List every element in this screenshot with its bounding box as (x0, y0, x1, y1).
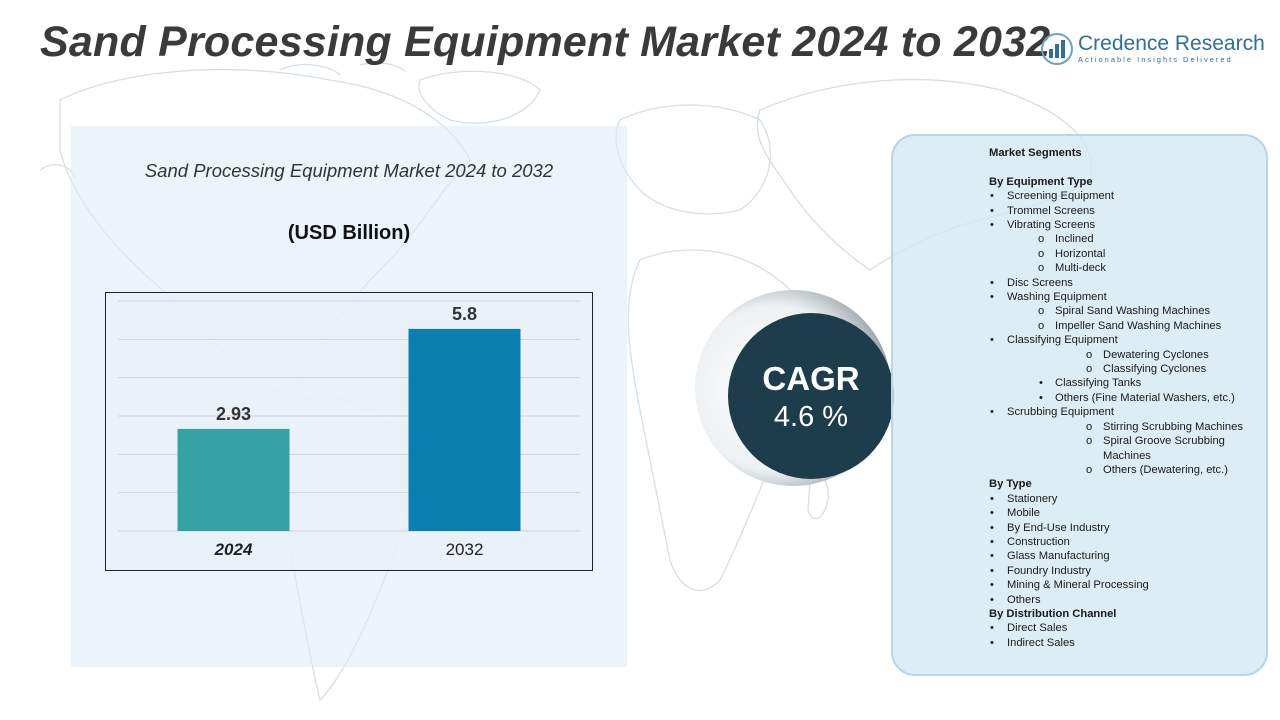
bar-value-label-2024: 2.93 (216, 404, 251, 424)
cagr-label: CAGR (762, 360, 860, 397)
segment-item: Stationery (989, 492, 1269, 507)
segment-item: Others (989, 593, 1269, 608)
bar-chart-frame: 2.93 2024 5.8 2032 (105, 292, 593, 571)
segment-item: Inclined (989, 232, 1269, 247)
segment-item: Stirring Scrubbing Machines (989, 420, 1269, 435)
segment-item: Mining & Mineral Processing (989, 578, 1269, 593)
bar-value-label-2032: 5.8 (452, 304, 477, 324)
market-segments-list: Market Segments By Equipment TypeScreeni… (989, 146, 1269, 651)
x-tick-label-2032: 2032 (446, 540, 484, 559)
cagr-value: 4.6 % (773, 401, 849, 433)
chart-title: Sand Processing Equipment Market 2024 to… (144, 160, 554, 181)
segment-item: Horizontal (989, 247, 1269, 262)
segment-item: Disc Screens (989, 276, 1269, 291)
x-tick-label-2024: 2024 (214, 540, 253, 559)
segment-item: Others (Dewatering, etc.) (989, 463, 1269, 478)
segment-item: Classifying Equipment (989, 333, 1269, 348)
map-europe (615, 104, 772, 215)
bar-2032 (408, 328, 521, 531)
bar-2024 (177, 428, 290, 531)
segment-item: Scrubbing Equipment (989, 405, 1269, 420)
segment-item: Dewatering Cyclones (989, 348, 1269, 363)
segment-heading: By Equipment Type (989, 175, 1093, 188)
page-title: Sand Processing Equipment Market 2024 to… (40, 18, 1051, 66)
segment-item: Indirect Sales (989, 636, 1269, 651)
segment-item: Screening Equipment (989, 189, 1269, 204)
credence-research-logo: Credence Research Actionable Insights De… (1040, 32, 1270, 68)
segment-item: Impeller Sand Washing Machines (989, 319, 1269, 334)
chart-panel: Sand Processing Equipment Market 2024 to… (71, 126, 627, 667)
chart-unit-label: (USD Billion) (287, 222, 411, 244)
market-segments-title: Market Segments (989, 147, 1082, 159)
map-africa (627, 249, 802, 591)
segment-item: By End-Use Industry (989, 521, 1269, 536)
segment-item: Washing Equipment (989, 290, 1269, 305)
segment-item: Direct Sales (989, 621, 1269, 636)
map-greenland (418, 70, 541, 124)
segment-item: Others (Fine Material Washers, etc.) (989, 391, 1269, 406)
logo-name: Credence Research (1078, 32, 1265, 55)
segment-item: Multi-deck (989, 261, 1269, 276)
segment-item: Classifying Cyclones (989, 362, 1269, 377)
logo-tagline: Actionable Insights Delivered (1078, 55, 1233, 64)
segment-item: Glass Manufacturing (989, 549, 1269, 564)
segment-item: Classifying Tanks (989, 376, 1269, 391)
bar-chart: 2.93 2024 5.8 2032 (118, 300, 580, 559)
bar-chart-logo-icon (1041, 33, 1073, 65)
segment-item: Mobile (989, 506, 1269, 521)
segment-item: Machines (1103, 449, 1151, 462)
market-segments-panel: Market Segments By Equipment TypeScreeni… (891, 134, 1268, 676)
segment-item: Trommel Screens (989, 204, 1269, 219)
cagr-badge: CAGR 4.6 % (728, 313, 894, 479)
segment-heading: By Distribution Channel (989, 607, 1117, 620)
segment-item: Spiral Sand Washing Machines (989, 304, 1269, 319)
segment-item: Vibrating Screens (989, 218, 1269, 233)
segment-item: Construction (989, 535, 1269, 550)
segment-item: Foundry Industry (989, 564, 1269, 579)
segment-spacer (989, 160, 1269, 174)
segment-heading: By Type (989, 478, 1032, 491)
segment-item: Spiral Groove Scrubbing (989, 434, 1269, 449)
